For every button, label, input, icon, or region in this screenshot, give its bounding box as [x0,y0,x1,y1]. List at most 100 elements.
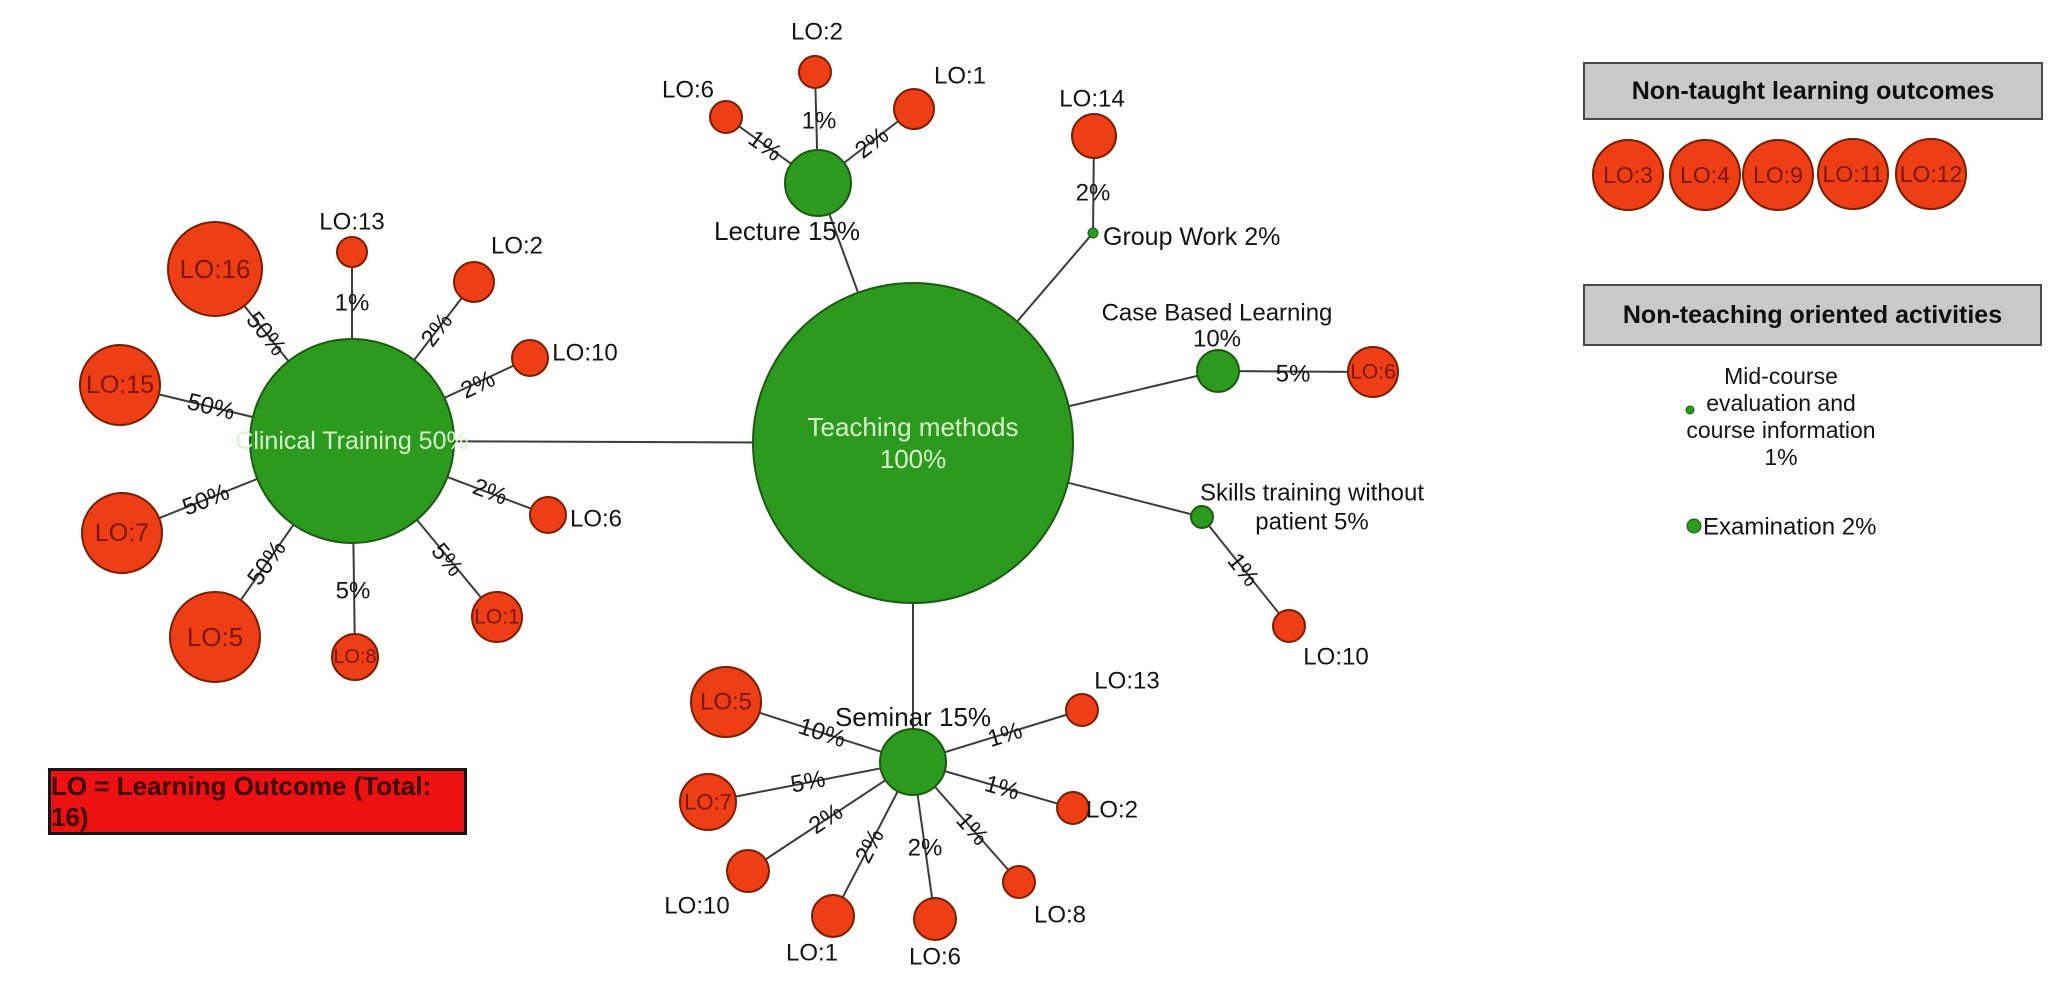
node-l6-lo-circle [709,100,743,134]
diagram-label-0: Lecture 15% [714,216,860,246]
edge-label-lect-l6: 1% [743,125,787,167]
diagram-label-14: LO:14 [1059,86,1124,113]
diagram-label-8: LO:2 [491,233,543,260]
node-m13-lo-circle [1065,693,1099,727]
diagram-label-26: Examination 2% [1703,514,1876,541]
node-lect-method-circle [784,149,852,217]
node-gw-method-circle [1087,227,1099,239]
node-m7-label: LO:7 [684,790,732,815]
node-c5-label: LO:5 [187,622,243,652]
edge-label-sem-m8: 1% [950,807,993,851]
node-teach-label: 100% [880,444,947,474]
node-p3-label: LO:3 [1603,162,1653,188]
diagram-label-5: patient 5% [1255,509,1368,536]
panel-non-teaching-title: Non-teaching oriented activities [1622,300,2003,329]
node-p12-lo-circle [1895,138,1967,210]
diagram-label-13: LO:1 [934,63,986,90]
edge-label-sem-m6: 2% [908,835,943,862]
node-m5-label: LO:5 [700,689,752,716]
diagram-label-12: LO:2 [791,19,843,46]
node-c10-lo-circle [511,339,549,377]
diagram-label-7: LO:13 [319,209,384,236]
node-c1-label: LO:1 [474,606,520,629]
edge-label-clin-c7: 50% [179,479,234,522]
edge-label-clin-c8: 5% [336,578,371,605]
diagram-label-10: LO:6 [570,506,622,533]
node-b6-label: LO:6 [1350,361,1396,384]
node-m6-lo-circle [913,897,957,941]
edge-label-sem-m2: 1% [982,770,1023,806]
node-c16-label: LO:16 [180,254,251,284]
diagram-label-23: evaluation and [1706,390,1856,416]
diagram-label-6: Seminar 15% [835,702,991,732]
node-p4-lo-circle [1669,139,1741,211]
node-m5-lo-circle [690,666,762,738]
node-p11-label: LO:11 [1823,161,1884,187]
diagram-label-15: LO:10 [1303,644,1368,671]
edge-skl-s10 [1201,516,1290,627]
node-m10-lo-circle [726,849,770,893]
node-p11-lo-circle [1817,138,1889,210]
diagram-label-24: course information [1686,417,1875,443]
diagram-label-19: LO:8 [1034,902,1086,929]
diagram-label-25: 1% [1764,444,1797,470]
node-sem-method-circle [879,728,947,796]
edge-label-cbl-b6: 5% [1276,360,1311,387]
node-c7-lo-circle [81,492,163,574]
node-m7-lo-circle [679,773,737,831]
node-c15-label: LO:15 [86,371,154,399]
edge-label-skl-s10: 1% [1222,548,1265,592]
node-nt1-method-circle [1685,405,1695,415]
node-m2-lo-circle [1056,791,1090,825]
node-c7-label: LO:7 [95,519,149,547]
edge-label-clin-c6: 2% [469,473,511,511]
edge-label-sem-m10: 2% [804,798,848,840]
diagram-label-9: LO:10 [552,340,617,367]
legend-label: LO = Learning Outcome (Total: 16) [51,770,432,832]
diagram-label-1: Group Work 2% [1103,223,1280,251]
panel-non-taught-learning-outcomes: Non-taught learning outcomes [1583,62,2043,120]
node-clin-method-circle [249,338,455,544]
node-b6-lo-circle [1347,346,1399,398]
edge-label-clin-c10: 2% [457,365,500,404]
node-p9-lo-circle [1742,139,1814,211]
node-s10-lo-circle [1272,609,1306,643]
node-c6-lo-circle [529,496,567,534]
node-teach-label: Teaching methods [807,412,1018,442]
edge-sem-m7 [707,761,914,803]
diagram-label-22: Mid-course [1724,363,1838,389]
node-p4-label: LO:4 [1680,162,1730,188]
diagram-label-2: Case Based Learning [1102,300,1333,327]
node-m8-lo-circle [1002,865,1036,899]
node-c16-lo-circle [167,221,263,317]
edge-label-clin-c5: 50% [242,536,292,591]
node-c2-lo-circle [453,261,495,303]
diagram-label-20: LO:2 [1086,797,1138,824]
diagram-label-17: LO:1 [786,940,838,967]
diagram-label-4: Skills training without [1200,480,1424,507]
node-c13-lo-circle [336,236,368,268]
node-nt2-method-circle [1686,518,1702,534]
diagram-label-11: LO:6 [662,77,714,104]
edge-label-sem-m1: 2% [850,824,890,867]
edge-label-clin-c16: 50% [240,307,291,361]
edge-label-gw-g14: 2% [1076,180,1111,207]
node-l2-lo-circle [798,55,832,89]
edge-label-lect-l1: 2% [850,122,894,165]
diagram-label-16: LO:10 [664,893,729,920]
node-m1-lo-circle [811,894,855,938]
diagram-label-3: 10% [1193,326,1241,353]
panel-non-taught-title: Non-taught learning outcomes [1631,76,1995,105]
edge-label-clin-c15: 50% [184,388,237,426]
panel-non-teaching-activities: Non-teaching oriented activities [1583,284,2042,346]
node-teach-method-circle [752,282,1074,604]
node-c5-lo-circle [169,591,261,683]
edge-label-lect-l2: 1% [802,108,837,135]
node-cbl-method-circle [1196,349,1240,393]
node-c8-lo-circle [331,633,379,681]
node-c8-label: LO:8 [333,646,376,668]
node-skl-method-circle [1190,505,1214,529]
node-g14-lo-circle [1071,113,1117,159]
